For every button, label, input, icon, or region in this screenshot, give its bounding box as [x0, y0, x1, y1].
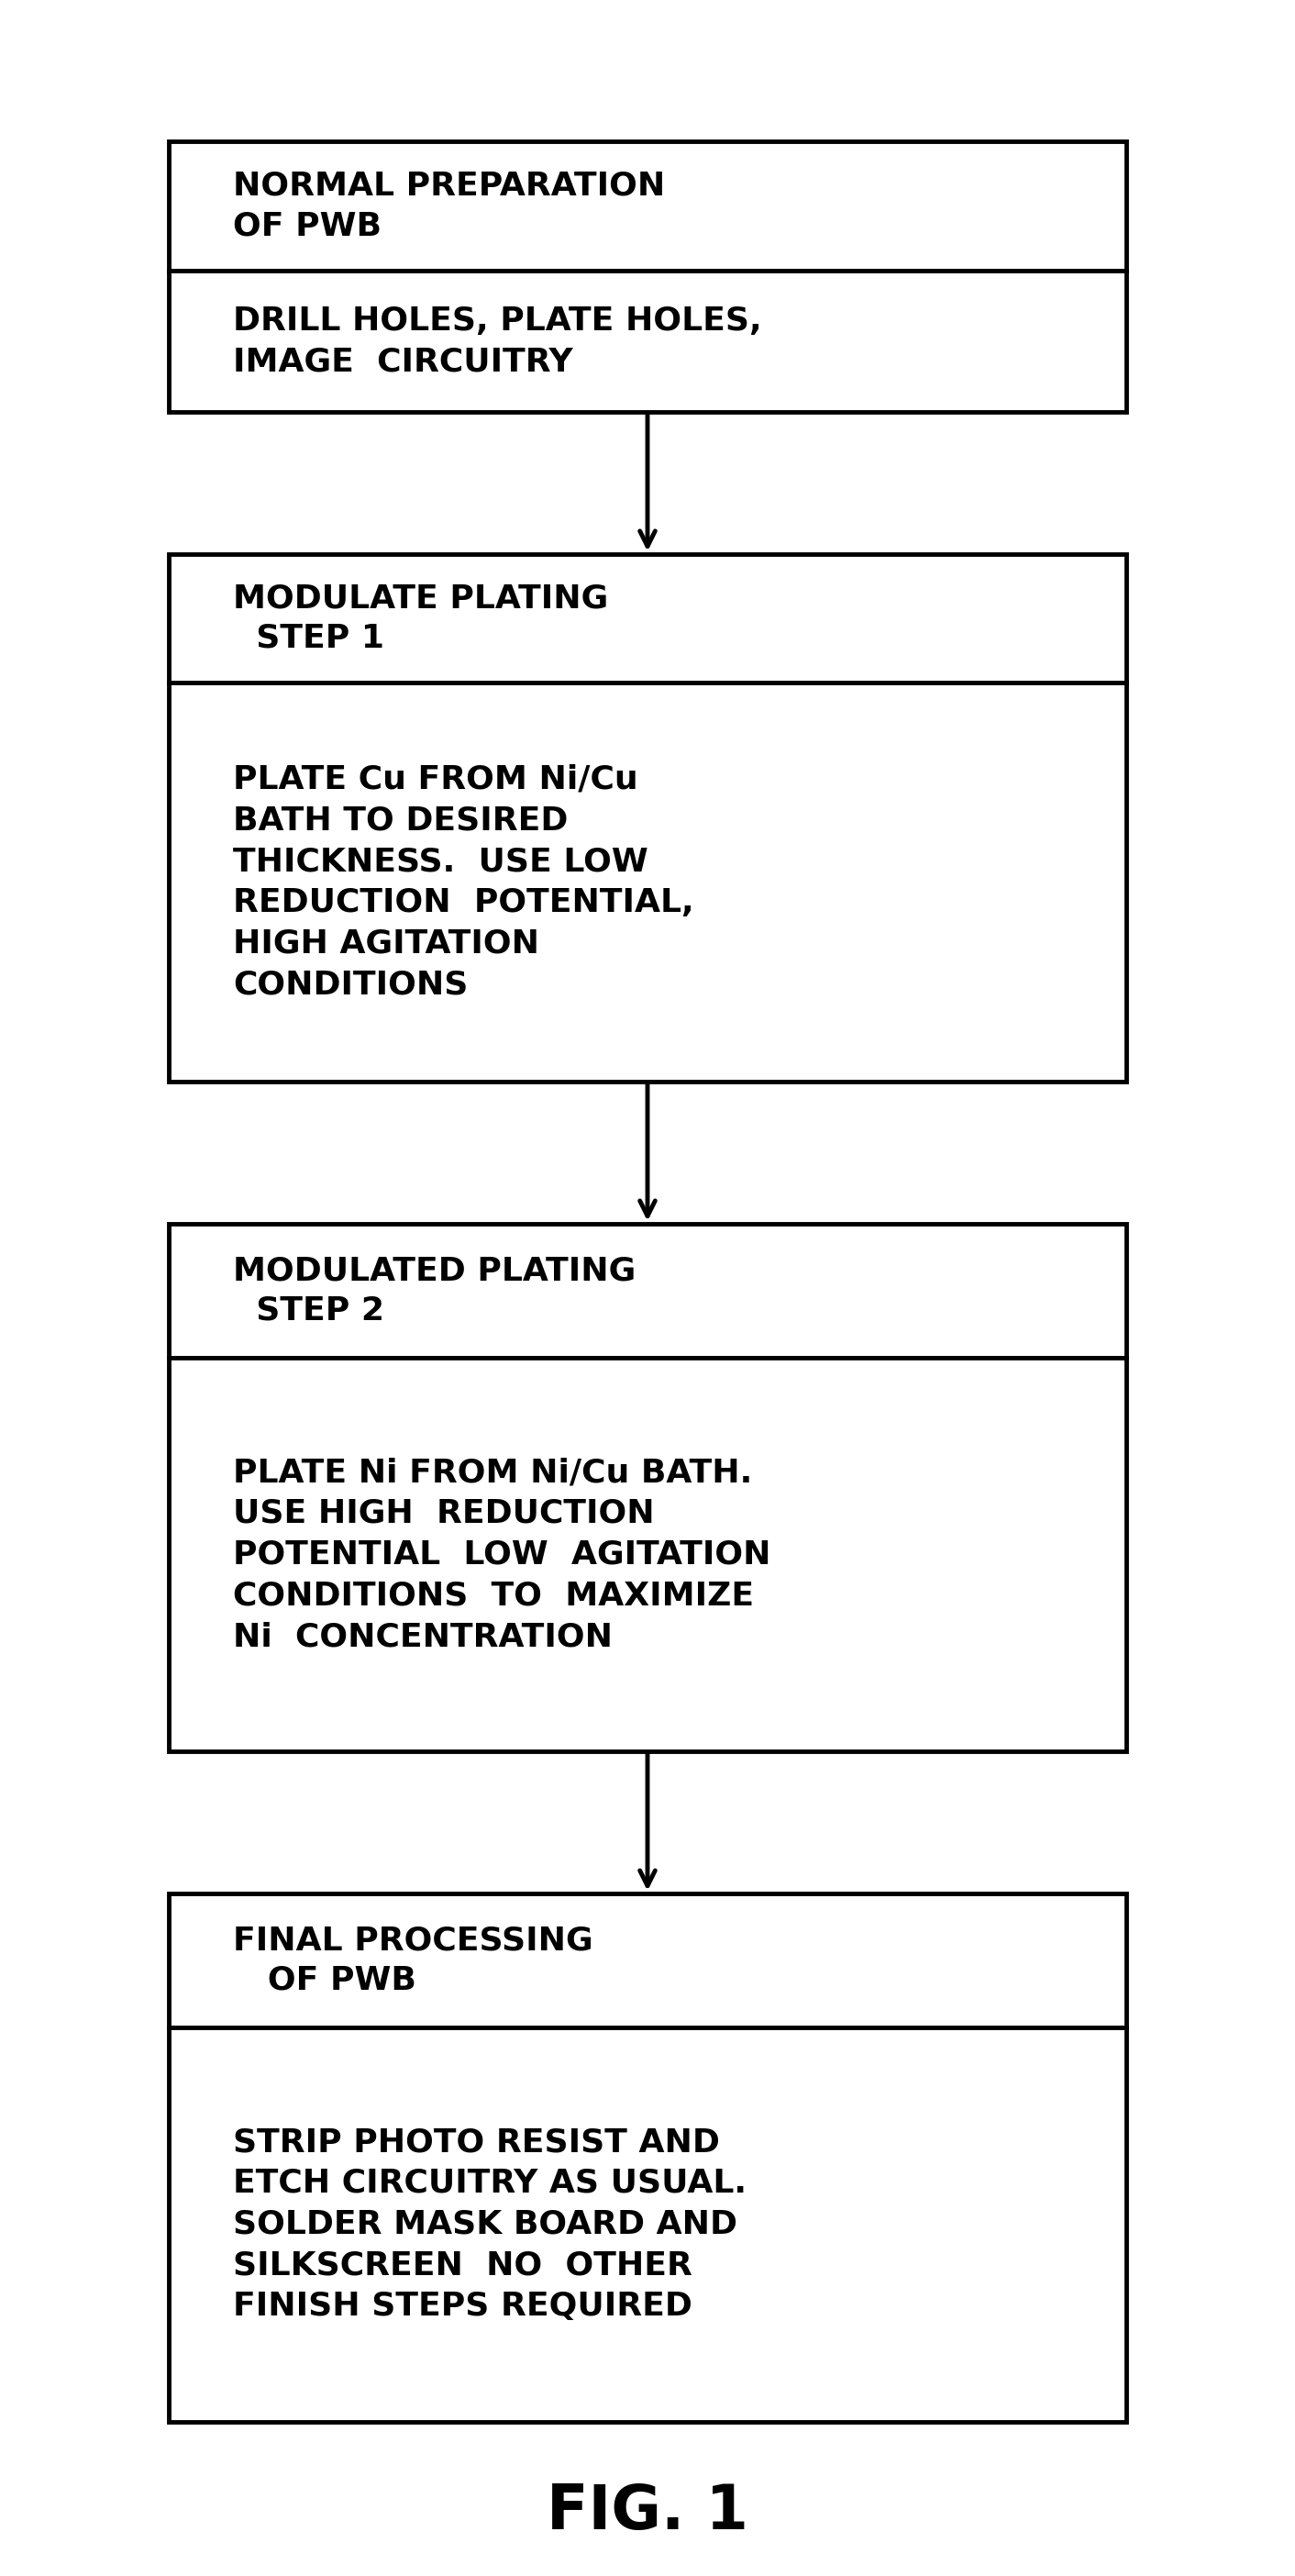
Bar: [168, 1224, 1127, 1752]
Text: PLATE Cu FROM Ni/Cu
BATH TO DESIRED
THICKNESS.  USE LOW
REDUCTION  POTENTIAL,
HI: PLATE Cu FROM Ni/Cu BATH TO DESIRED THIC…: [233, 765, 694, 999]
Text: FINAL PROCESSING
   OF PWB: FINAL PROCESSING OF PWB: [233, 1924, 593, 1996]
Text: MODULATE PLATING
  STEP 1: MODULATE PLATING STEP 1: [233, 582, 609, 654]
Text: MODULATED PLATING
  STEP 2: MODULATED PLATING STEP 2: [233, 1255, 636, 1327]
Text: DRILL HOLES, PLATE HOLES,
IMAGE  CIRCUITRY: DRILL HOLES, PLATE HOLES, IMAGE CIRCUITR…: [233, 304, 761, 379]
Bar: [168, 554, 1127, 1082]
Bar: [168, 142, 1127, 412]
Text: PLATE Ni FROM Ni/Cu BATH.
USE HIGH  REDUCTION
POTENTIAL  LOW  AGITATION
CONDITIO: PLATE Ni FROM Ni/Cu BATH. USE HIGH REDUC…: [233, 1458, 771, 1651]
Text: NORMAL PREPARATION
OF PWB: NORMAL PREPARATION OF PWB: [233, 170, 666, 242]
Text: FIG. 1: FIG. 1: [546, 2481, 749, 2543]
Bar: [168, 1893, 1127, 2421]
Text: STRIP PHOTO RESIST AND
ETCH CIRCUITRY AS USUAL.
SOLDER MASK BOARD AND
SILKSCREEN: STRIP PHOTO RESIST AND ETCH CIRCUITRY AS…: [233, 2128, 747, 2321]
